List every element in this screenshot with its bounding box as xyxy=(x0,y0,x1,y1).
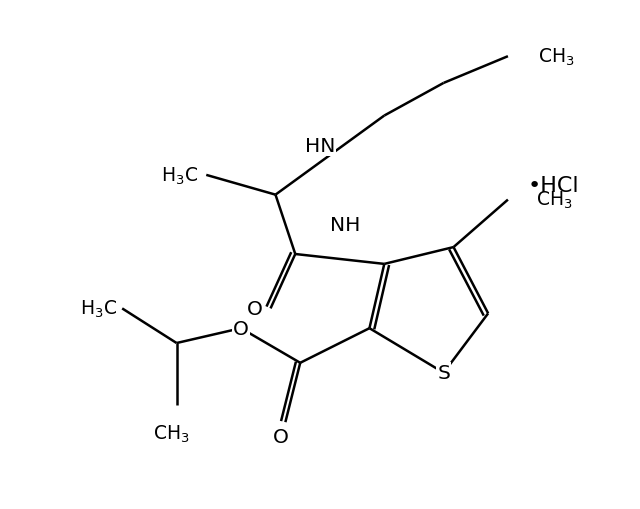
Text: CH$_3$: CH$_3$ xyxy=(538,46,574,68)
Text: HN: HN xyxy=(305,136,335,155)
Text: NH: NH xyxy=(330,215,360,234)
Text: H$_3$C: H$_3$C xyxy=(161,165,198,186)
Text: O: O xyxy=(273,427,289,446)
Text: CH$_3$: CH$_3$ xyxy=(154,423,190,444)
Text: CH$_3$: CH$_3$ xyxy=(536,189,572,211)
Text: S: S xyxy=(437,363,450,382)
Text: O: O xyxy=(233,319,249,338)
Text: H$_3$C: H$_3$C xyxy=(80,298,117,320)
Text: O: O xyxy=(247,299,262,318)
Text: •HCl: •HCl xyxy=(528,176,579,195)
